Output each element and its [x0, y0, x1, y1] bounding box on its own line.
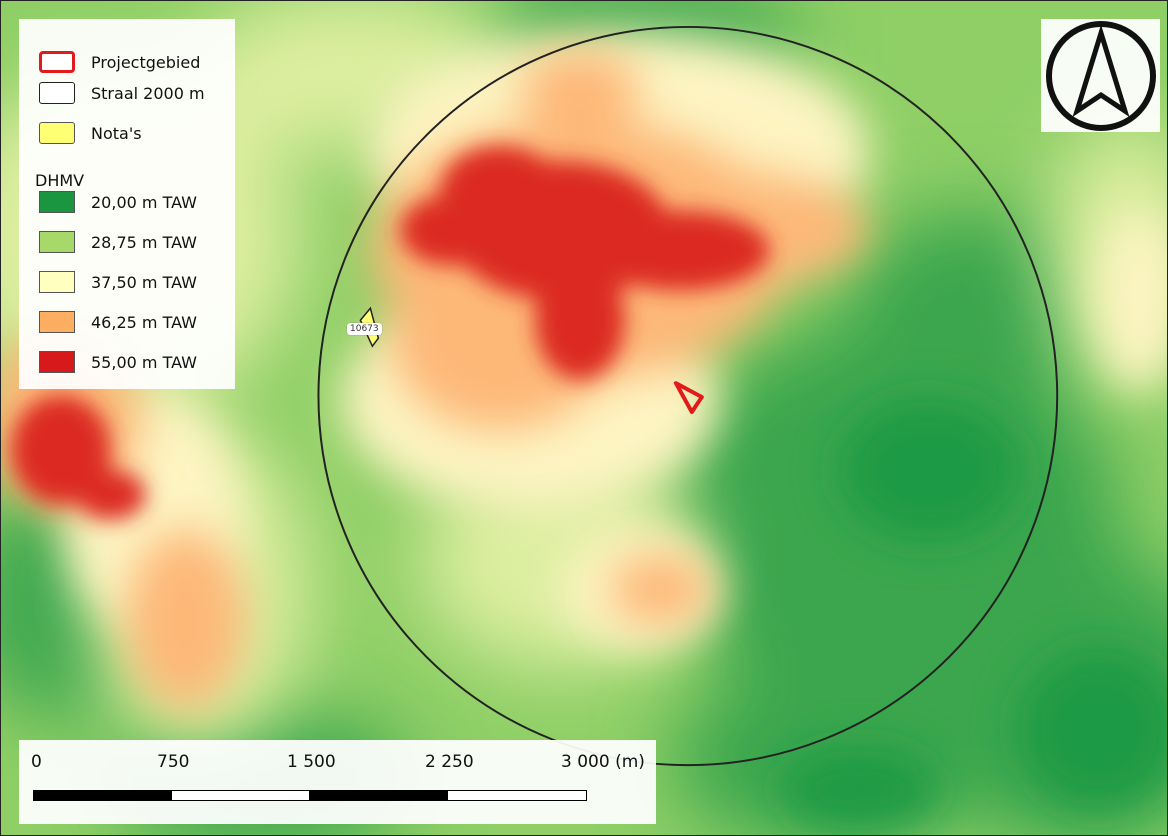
scale-segment-2 [171, 790, 311, 801]
buffer-swatch [39, 82, 75, 104]
scale-label-750: 750 [157, 752, 190, 772]
scale-bar: 0 750 1 500 2 250 3 000 (m) [19, 740, 656, 824]
legend-label: Nota's [91, 123, 142, 143]
legend-item-dhmv-55: 55,00 m TAW [39, 349, 197, 375]
legend-label: 55,00 m TAW [91, 352, 197, 372]
dhmv-swatch [39, 351, 75, 373]
dhmv-swatch [39, 231, 75, 253]
project-area-swatch [39, 51, 75, 73]
scale-label-2250: 2 250 [425, 752, 474, 772]
legend-label: 37,50 m TAW [91, 272, 197, 292]
scale-label-1500: 1 500 [287, 752, 336, 772]
dhmv-swatch [39, 191, 75, 213]
legend-item-notas: Nota's [39, 120, 142, 146]
legend-label: Projectgebied [91, 52, 201, 72]
legend-item-dhmv-2875: 28,75 m TAW [39, 229, 197, 255]
legend-item-dhmv-4625: 46,25 m TAW [39, 309, 197, 335]
legend-item-straal: Straal 2000 m [39, 80, 205, 106]
legend-label: Straal 2000 m [91, 83, 205, 103]
north-arrow-panel [1041, 19, 1160, 132]
buffer-circle [317, 25, 1059, 767]
legend-item-projectgebied: Projectgebied [39, 49, 200, 75]
scale-label-0: 0 [31, 752, 42, 772]
dhmv-swatch [39, 311, 75, 333]
legend-label: 46,25 m TAW [91, 312, 197, 332]
legend-item-dhmv-20: 20,00 m TAW [39, 189, 197, 215]
north-arrow-icon [1046, 21, 1156, 131]
notes-swatch [39, 122, 75, 144]
note-id-label[interactable]: 10673 [347, 323, 382, 335]
map-legend: Projectgebied Straal 2000 m Nota's DHMV … [19, 19, 235, 389]
dhmv-heading: DHMV [35, 171, 85, 190]
scale-segment-4 [447, 790, 587, 801]
scale-label-3000: 3 000 (m) [561, 752, 645, 772]
dhmv-swatch [39, 271, 75, 293]
legend-label: 28,75 m TAW [91, 232, 197, 252]
legend-item-dhmv-3750: 37,50 m TAW [39, 269, 197, 295]
project-area [673, 381, 704, 415]
scale-segment-1 [33, 790, 173, 801]
scale-segment-3 [309, 790, 449, 801]
legend-label: 20,00 m TAW [91, 192, 197, 212]
